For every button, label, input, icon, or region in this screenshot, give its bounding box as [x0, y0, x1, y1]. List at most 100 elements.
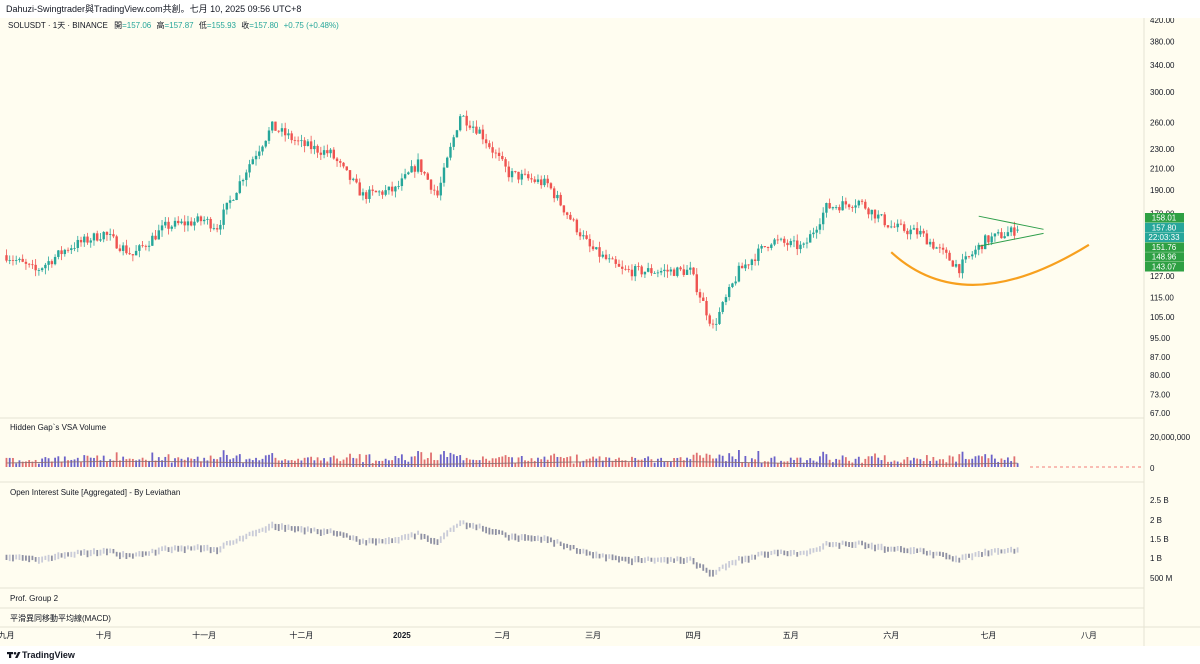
oi-bar — [63, 552, 66, 559]
oi-bar — [86, 550, 89, 558]
oi-bar — [977, 551, 980, 558]
price-axis-tick: 115.00 — [1150, 293, 1174, 302]
oi-bar — [57, 552, 60, 560]
oi-bar — [569, 544, 572, 551]
volume-bar — [352, 457, 355, 467]
oi-bar — [232, 540, 235, 545]
oi-bar — [838, 542, 841, 549]
volume-bar — [663, 461, 666, 467]
candle-body — [773, 239, 776, 245]
volume-bar — [997, 461, 1000, 467]
tradingview-logo-icon[interactable] — [4, 646, 24, 664]
oi-bar — [336, 531, 338, 537]
triangle-upper-line[interactable] — [978, 215, 1044, 230]
candle-body — [326, 150, 329, 154]
oi-bar — [345, 533, 348, 538]
candle-body — [569, 214, 572, 220]
volume-bar — [99, 460, 102, 467]
volume-bar — [151, 452, 154, 467]
oi-bar — [5, 554, 8, 561]
volume-bar — [449, 452, 452, 467]
candle-body — [682, 269, 686, 275]
candle-body — [646, 268, 650, 272]
oi-bar — [216, 547, 219, 555]
candle-body — [1000, 232, 1003, 239]
candle-body — [527, 174, 530, 179]
group-pane-title: Prof. Group 2 — [10, 594, 59, 603]
candle-body — [847, 204, 851, 208]
candle-body — [144, 245, 148, 247]
candle-body — [1003, 236, 1006, 239]
oi-bar — [183, 546, 186, 554]
volume-bar — [206, 460, 209, 467]
open-label: 開 — [114, 21, 122, 30]
oi-bar — [676, 556, 679, 562]
price-axis[interactable]: 420.00 380.00 340.00 300.00 260.00 230.00 210.… — [1150, 18, 1175, 418]
oi-bar — [261, 527, 264, 532]
chart-background — [0, 18, 1200, 646]
candle-body — [948, 252, 951, 261]
volume-bar — [744, 455, 747, 467]
volume-bar — [527, 460, 530, 467]
candle-body — [740, 265, 744, 269]
oi-bar — [715, 569, 718, 575]
candle-body — [685, 269, 689, 275]
oi-bar — [721, 564, 724, 569]
oi-bar — [284, 524, 287, 532]
price-axis-tick: 190.00 — [1150, 186, 1175, 195]
oi-pane-title: Open Interest Suite [Aggregated] - By Le… — [10, 488, 180, 497]
oi-bar — [28, 555, 31, 563]
time-axis[interactable]: 九月 十月 十一月 十二月 2025 二月 三月 四月 五月 六月 七月 八月 — [0, 630, 1097, 640]
candle-body — [63, 249, 67, 255]
candle-body — [57, 250, 60, 257]
oi-bar — [1010, 546, 1013, 553]
candle-body — [494, 152, 498, 154]
volume-bar — [861, 462, 863, 467]
volume-bar — [336, 458, 338, 467]
triangle-lower-line[interactable] — [978, 232, 1044, 247]
volume-bar — [835, 458, 838, 467]
candle-body — [96, 233, 99, 241]
candle-body — [540, 179, 543, 186]
candle-body — [650, 268, 653, 274]
candle-body — [394, 186, 397, 192]
candle-body — [134, 250, 138, 256]
volume-bar — [329, 457, 332, 467]
candle-body — [99, 239, 102, 241]
volume-bar — [585, 459, 588, 467]
volume-bar — [822, 451, 825, 467]
oi-bar — [640, 558, 643, 564]
oi-bar — [550, 537, 552, 543]
volume-bar — [125, 459, 128, 467]
volume-bar — [332, 455, 335, 467]
cup-curve-drawing[interactable] — [890, 243, 1090, 286]
oi-bar — [491, 529, 494, 535]
candle-body — [206, 218, 209, 220]
candle-body — [283, 128, 287, 136]
oi-bar — [702, 564, 705, 571]
candle-body — [147, 245, 151, 247]
oi-bar — [815, 547, 818, 552]
volume-bar — [809, 458, 812, 467]
volume-bar — [1013, 456, 1016, 467]
candle-body — [705, 300, 708, 316]
time-axis-label: 三月 — [585, 631, 601, 640]
oi-bar — [585, 549, 588, 556]
volume-bar — [34, 459, 37, 467]
oi-bar — [770, 550, 773, 556]
drawings[interactable] — [890, 215, 1090, 286]
volume-bar — [391, 460, 394, 467]
volume-bar — [874, 453, 876, 467]
candle-body — [533, 179, 536, 182]
candle-body — [11, 260, 15, 261]
volume-bar — [384, 458, 387, 467]
candle-body — [980, 244, 984, 250]
ohlc-legend[interactable]: SOLUSDT · 1天 · BINANCE 開=157.06 高=157.87… — [8, 20, 339, 30]
candle-body — [669, 269, 673, 272]
chart-area[interactable]: SOLUSDT · 1天 · BINANCE 開=157.06 高=157.87… — [0, 18, 1200, 646]
price-badge-text: 148.96 — [1152, 253, 1177, 262]
candle-body — [290, 133, 293, 141]
candle-body — [319, 152, 323, 155]
volume-bar — [935, 460, 938, 467]
candle-body — [967, 256, 971, 258]
